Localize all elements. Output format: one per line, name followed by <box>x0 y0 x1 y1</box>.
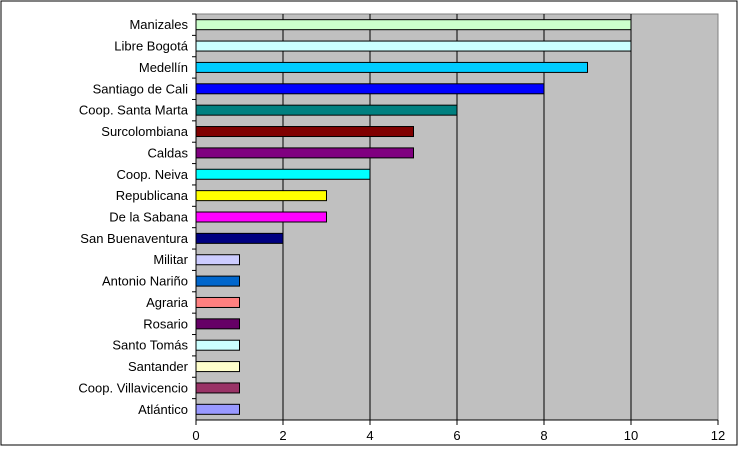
category-label: Republicana <box>116 188 189 203</box>
bar <box>195 147 414 159</box>
x-tick-label: 8 <box>540 428 547 443</box>
bar <box>195 126 414 138</box>
category-label: Antonio Nariño <box>102 274 188 289</box>
category-label: De la Sabana <box>109 210 189 225</box>
bar <box>195 83 545 95</box>
category-label: Caldas <box>148 145 189 160</box>
category-label: Coop. Villavicencio <box>78 380 188 395</box>
category-label: San Buenaventura <box>80 231 188 246</box>
category-label: Rosario <box>143 316 188 331</box>
bar <box>195 318 240 330</box>
bar <box>195 232 284 244</box>
category-label: Medellín <box>139 60 188 75</box>
bar <box>195 275 240 287</box>
bar <box>195 254 240 266</box>
bar <box>195 61 588 73</box>
bars <box>195 19 632 415</box>
bar <box>195 104 458 116</box>
x-tick-label: 6 <box>453 428 460 443</box>
category-label: Militar <box>153 252 188 267</box>
category-label: Santiago de Cali <box>93 81 189 96</box>
category-label: Libre Bogotá <box>114 39 188 54</box>
x-axis: 0 2 4 6 8 10 12 <box>192 14 725 443</box>
x-tick-label: 4 <box>366 428 373 443</box>
bar <box>195 361 240 373</box>
x-tick-label: 10 <box>624 428 638 443</box>
category-label: Manizales <box>129 17 188 32</box>
bar <box>195 40 632 52</box>
bar <box>195 190 327 202</box>
category-label: Surcolombiana <box>101 124 188 139</box>
category-label: Coop. Santa Marta <box>79 103 189 118</box>
bar <box>195 403 240 415</box>
category-label: Atlántico <box>138 402 188 417</box>
category-label: Agraria <box>146 295 189 310</box>
bar <box>195 168 371 180</box>
x-tick-label: 2 <box>279 428 286 443</box>
bar <box>195 211 327 223</box>
bar <box>195 19 632 31</box>
gridlines <box>282 14 632 420</box>
category-label: Santander <box>128 359 189 374</box>
x-tick-label: 0 <box>192 428 199 443</box>
category-labels: Manizales Libre Bogotá Medellín Santiago de… <box>78 13 196 417</box>
bar <box>195 382 240 394</box>
bar <box>195 296 240 308</box>
category-label: Coop. Neiva <box>116 167 188 182</box>
x-tick-label: 12 <box>711 428 725 443</box>
category-label: Santo Tomás <box>112 338 188 353</box>
bar <box>195 339 240 351</box>
